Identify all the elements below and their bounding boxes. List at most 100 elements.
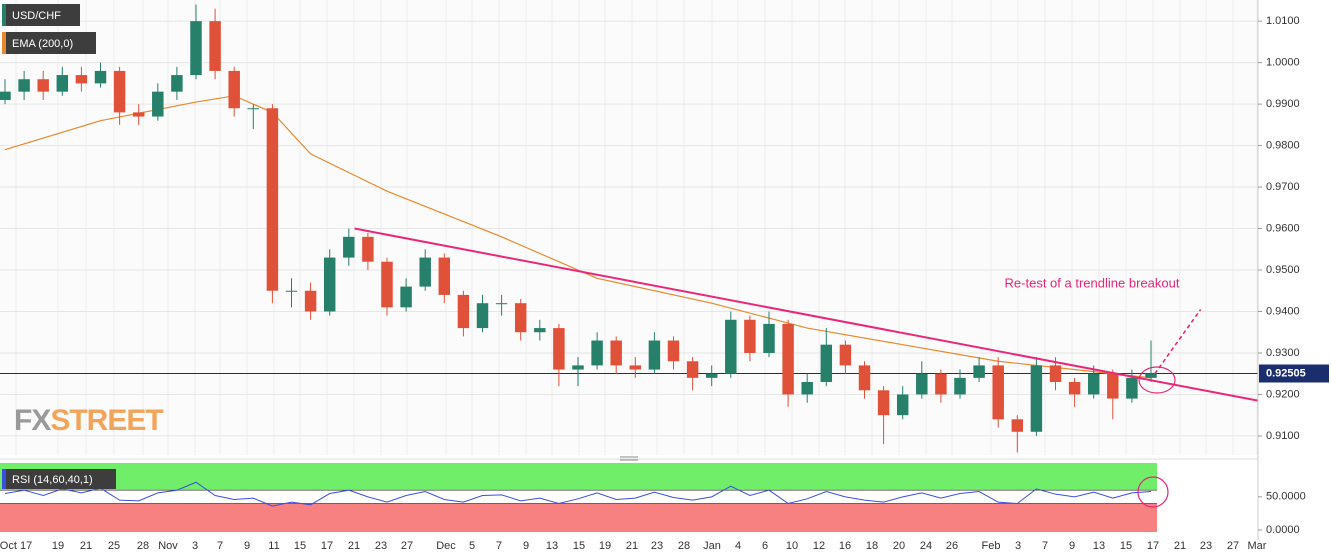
- x-tick-label: 23: [651, 540, 663, 552]
- projection-arrow: [1154, 308, 1202, 375]
- legend-rsi: RSI (14,60,40,1): [12, 474, 93, 486]
- x-tick-label: 5: [469, 540, 475, 552]
- candle-body: [514, 303, 527, 333]
- grid: [0, 0, 1258, 455]
- x-tick-label: 25: [108, 540, 120, 552]
- candle-body: [954, 377, 966, 395]
- legend-box: [2, 4, 80, 26]
- x-tick-label: 19: [52, 540, 64, 552]
- candle-body: [896, 394, 909, 416]
- candle-body: [610, 340, 622, 366]
- candle-body: [1087, 373, 1100, 395]
- candle-body: [1068, 382, 1081, 395]
- x-tick-label: 13: [1093, 540, 1105, 552]
- y-tick-label: 1.0000: [1266, 57, 1300, 69]
- candle-body: [877, 390, 890, 416]
- x-tick-label: 26: [946, 540, 958, 552]
- rsi-lower-zone: [0, 503, 1157, 532]
- legend-symbol: USD/CHF: [12, 10, 61, 22]
- candle-body: [763, 323, 775, 353]
- candle-body: [323, 257, 336, 312]
- x-tick-label: Feb: [982, 540, 1001, 552]
- candle-body: [400, 286, 412, 308]
- x-tick-label: Oct 17: [0, 540, 32, 552]
- rsi-y-tick-label: 50.0000: [1266, 491, 1306, 503]
- candle-body: [362, 236, 374, 262]
- ema-line: [4, 95, 1152, 379]
- x-tick-label: 9: [523, 540, 529, 552]
- candle-body: [1030, 365, 1043, 432]
- y-tick-label: 0.9900: [1266, 98, 1300, 110]
- candle-body: [266, 108, 279, 291]
- x-tick-label: 27: [1227, 540, 1239, 552]
- candle-body: [572, 365, 584, 370]
- x-tick-label: Mar: [1248, 540, 1267, 552]
- candle-body: [1126, 377, 1138, 399]
- plot: [0, 4, 1259, 507]
- y-tick-label: 1.0100: [1266, 15, 1300, 27]
- candle-body: [744, 319, 756, 353]
- candle-body: [534, 328, 546, 333]
- x-tick-label: 3: [192, 540, 198, 552]
- x-tick-label: 12: [813, 540, 825, 552]
- x-tick-label: 9: [1069, 540, 1075, 552]
- highlight-circle: [1137, 476, 1169, 508]
- candle-body: [113, 70, 126, 113]
- candle-body: [801, 382, 813, 395]
- x-tick-label: 15: [294, 540, 306, 552]
- last-price-tag: [1259, 364, 1329, 383]
- candle-body: [591, 340, 603, 366]
- candle-body: [75, 75, 88, 84]
- x-tick-label: 21: [80, 540, 92, 552]
- legend-ema: EMA (200,0): [12, 38, 73, 50]
- legend-swatch: [2, 469, 6, 489]
- y-tick-label: 0.9200: [1266, 388, 1300, 400]
- x-tick-label: 28: [137, 540, 149, 552]
- x-tick-label: 24: [920, 540, 932, 552]
- candle-body: [1011, 419, 1024, 432]
- x-tick-label: 21: [348, 540, 360, 552]
- x-tick-label: 7: [1042, 540, 1048, 552]
- x-tick-label: 15: [573, 540, 585, 552]
- rsi-zones: [0, 463, 1157, 532]
- x-tick-label: 10: [786, 540, 798, 552]
- candle-body: [228, 70, 240, 109]
- candle-body: [438, 257, 451, 295]
- candle-body: [1107, 373, 1119, 399]
- candle-body: [495, 303, 508, 305]
- candle-body: [419, 257, 431, 287]
- legend-swatch: [2, 32, 6, 54]
- candle-body: [973, 365, 985, 378]
- x-tick-label: Dec: [436, 540, 456, 552]
- y-tick-label: 0.9100: [1266, 430, 1300, 442]
- candle-body: [725, 319, 737, 374]
- x-tick-label: 28: [678, 540, 690, 552]
- y-tick-label: 0.9400: [1266, 305, 1300, 317]
- candle-body: [476, 303, 489, 329]
- x-tick-label: 7: [217, 540, 223, 552]
- candle-body: [667, 340, 680, 362]
- trendline: [354, 227, 1259, 402]
- highlight-circle: [1138, 366, 1176, 394]
- logo-fx: FX: [14, 404, 51, 437]
- candle-body: [916, 373, 928, 395]
- x-tick-label: 20: [893, 540, 905, 552]
- candle-body: [858, 365, 871, 391]
- rsi-line: [4, 481, 1152, 507]
- candle-body: [37, 79, 49, 92]
- candle-body: [1049, 365, 1062, 383]
- candle-body: [992, 365, 1004, 420]
- candle-body: [285, 290, 298, 292]
- x-tick-label: 3: [1015, 540, 1021, 552]
- candle-body: [381, 261, 393, 308]
- y-tick-label: 0.9800: [1266, 139, 1300, 151]
- x-tick-label: 7: [496, 540, 502, 552]
- x-tick-label: 21: [626, 540, 638, 552]
- x-tick-label: 23: [1200, 540, 1212, 552]
- legend-box: [2, 469, 116, 489]
- x-tick-label: 18: [866, 540, 878, 552]
- x-tick-label: Jan: [703, 540, 721, 552]
- logo-street: STREET: [50, 404, 163, 437]
- rsi-upper-zone: [0, 463, 1157, 491]
- legend-box: [2, 32, 96, 54]
